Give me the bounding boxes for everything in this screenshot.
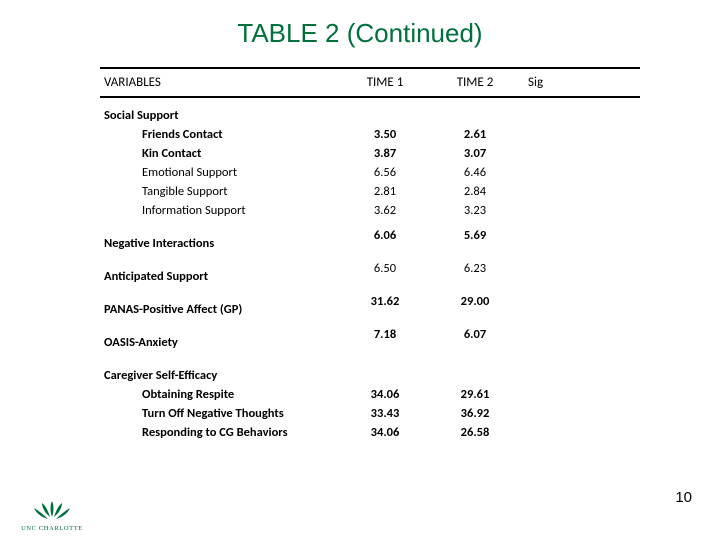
table-container: VARIABLES TIME 1 TIME 2 Sig Social Suppo… <box>100 67 640 442</box>
cell-value: 5.69 <box>430 226 520 253</box>
table-header-row: VARIABLES TIME 1 TIME 2 Sig <box>100 68 640 97</box>
cell-value: 6.23 <box>430 259 520 286</box>
cell-value: 36.92 <box>430 404 520 423</box>
cell-value: 26.58 <box>430 423 520 442</box>
section-label: Negative Interactions <box>100 226 340 253</box>
cell-value: 6.50 <box>340 259 430 286</box>
cell-value: 6.06 <box>340 226 430 253</box>
row-label: Obtaining Respite <box>100 385 340 404</box>
cell-value: 6.07 <box>430 325 520 352</box>
row-label: Friends Contact <box>100 125 340 144</box>
cell-value: 2.81 <box>340 182 430 201</box>
table-row: Obtaining Respite 34.06 29.61 <box>100 385 640 404</box>
cell-value: 2.84 <box>430 182 520 201</box>
cell-value: 31.62 <box>340 292 430 319</box>
crown-icon <box>12 499 92 523</box>
table-row: Emotional Support 6.56 6.46 <box>100 163 640 182</box>
row-label: Turn Off Negative Thoughts <box>100 404 340 423</box>
col-header-time1: TIME 1 <box>340 68 430 97</box>
cell-value: 34.06 <box>340 423 430 442</box>
section-label: Caregiver Self-Efficacy <box>100 358 340 385</box>
table-row: OASIS-Anxiety 7.18 6.07 <box>100 325 640 352</box>
page-number: 10 <box>675 489 692 506</box>
table-row: Information Support 3.62 3.23 <box>100 201 640 220</box>
section-label: PANAS-Positive Affect (GP) <box>100 292 340 319</box>
cell-value: 3.07 <box>430 144 520 163</box>
cell-value: 3.23 <box>430 201 520 220</box>
section-label: OASIS-Anxiety <box>100 325 340 352</box>
row-label: Information Support <box>100 201 340 220</box>
row-label: Responding to CG Behaviors <box>100 423 340 442</box>
table-row: Negative Interactions 6.06 5.69 <box>100 226 640 253</box>
cell-value: 3.87 <box>340 144 430 163</box>
logo-text: UNC CHARLOTTE <box>12 525 92 532</box>
table-row: Tangible Support 2.81 2.84 <box>100 182 640 201</box>
cell-value: 34.06 <box>340 385 430 404</box>
slide-container: TABLE 2 (Continued) VARIABLES TIME 1 TIM… <box>0 0 720 540</box>
cell-value: 6.56 <box>340 163 430 182</box>
section-label: Social Support <box>100 97 340 125</box>
table-row: Anticipated Support 6.50 6.23 <box>100 259 640 286</box>
section-label: Anticipated Support <box>100 259 340 286</box>
table-row: Friends Contact 3.50 2.61 <box>100 125 640 144</box>
table-row: Social Support <box>100 97 640 125</box>
slide-title: TABLE 2 (Continued) <box>60 18 660 49</box>
cell-value: 7.18 <box>340 325 430 352</box>
table-row: Turn Off Negative Thoughts 33.43 36.92 <box>100 404 640 423</box>
unc-logo: UNC CHARLOTTE <box>12 499 92 532</box>
row-label: Tangible Support <box>100 182 340 201</box>
table-row: Caregiver Self-Efficacy <box>100 358 640 385</box>
table-row: Kin Contact 3.87 3.07 <box>100 144 640 163</box>
cell-value: 3.62 <box>340 201 430 220</box>
table-row: Responding to CG Behaviors 34.06 26.58 <box>100 423 640 442</box>
data-table: VARIABLES TIME 1 TIME 2 Sig Social Suppo… <box>100 67 640 442</box>
row-label: Emotional Support <box>100 163 340 182</box>
cell-value: 33.43 <box>340 404 430 423</box>
table-row: PANAS-Positive Affect (GP) 31.62 29.00 <box>100 292 640 319</box>
row-label: Kin Contact <box>100 144 340 163</box>
cell-value: 29.00 <box>430 292 520 319</box>
col-header-sig: Sig <box>520 68 640 97</box>
cell-value: 2.61 <box>430 125 520 144</box>
cell-value: 29.61 <box>430 385 520 404</box>
col-header-time2: TIME 2 <box>430 68 520 97</box>
cell-value: 3.50 <box>340 125 430 144</box>
col-header-variables: VARIABLES <box>100 68 340 97</box>
cell-value: 6.46 <box>430 163 520 182</box>
